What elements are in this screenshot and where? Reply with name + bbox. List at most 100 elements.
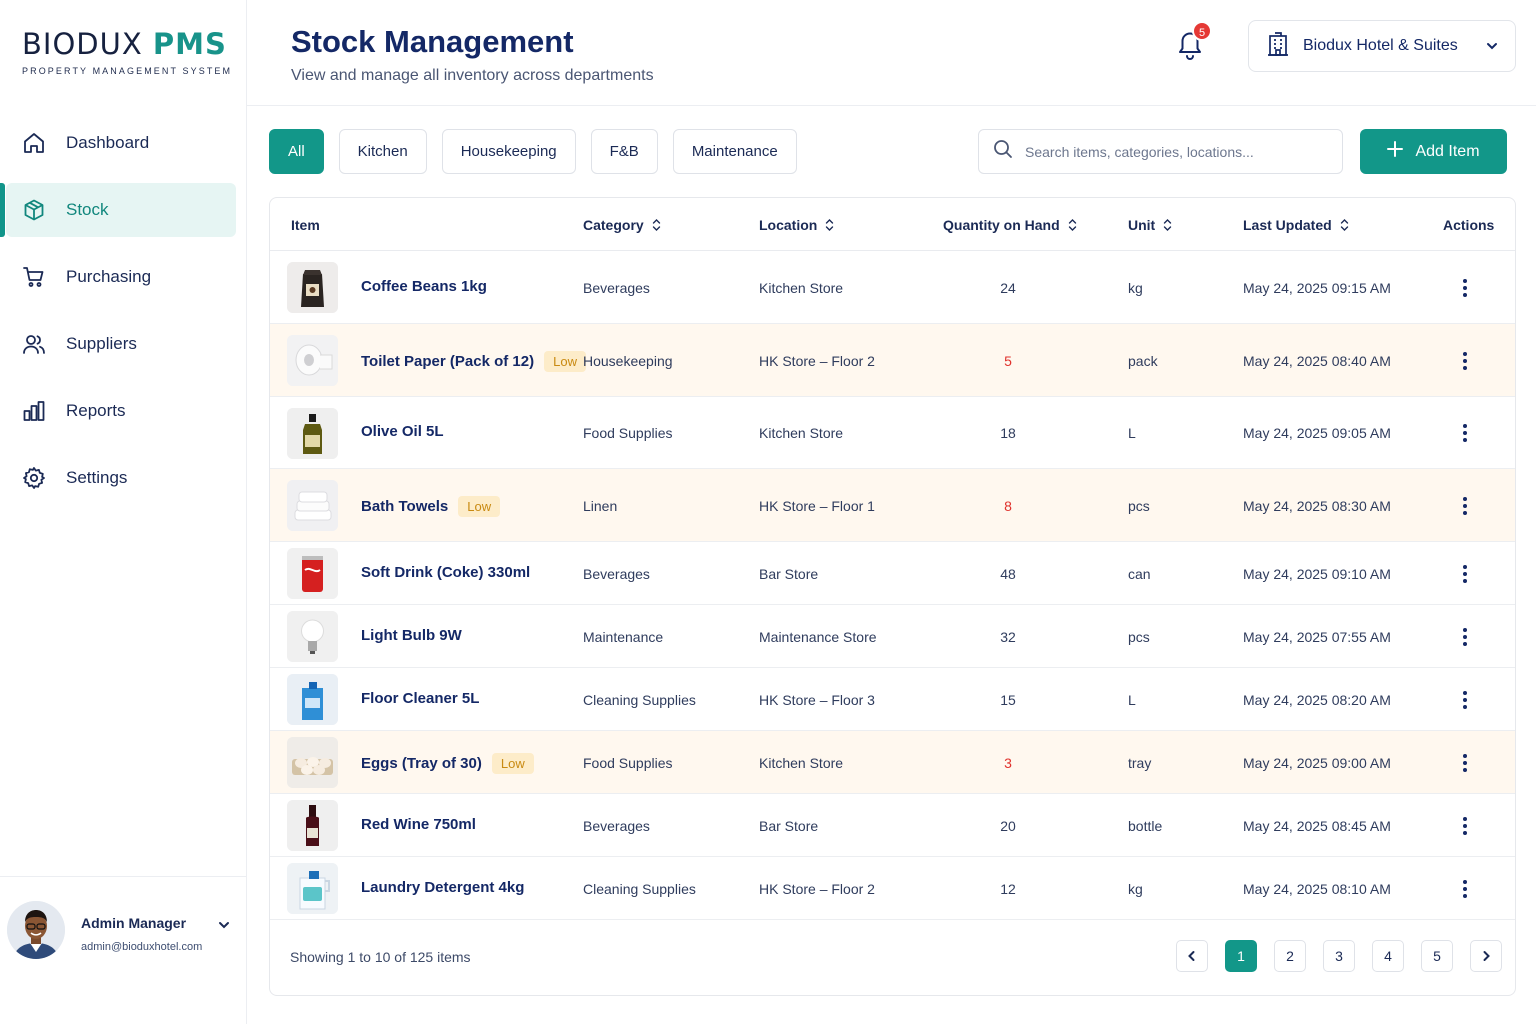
item-name-cell[interactable]: Toilet Paper (Pack of 12) Low — [361, 350, 586, 372]
col-actions: Actions — [1443, 217, 1495, 233]
more-actions-icon[interactable] — [1458, 423, 1472, 443]
pagination-summary: Showing 1 to 10 of 125 items — [290, 949, 471, 965]
user-email: admin@bioduxhotel.com — [81, 941, 203, 953]
filter-all[interactable]: All — [269, 129, 324, 174]
table-row[interactable]: Toilet Paper (Pack of 12) Low Housekeeping… — [270, 324, 1515, 397]
filter-fnb[interactable]: F&B — [590, 129, 658, 174]
filter-maintenance[interactable]: Maintenance — [672, 129, 797, 174]
col-unit[interactable]: Unit — [1128, 217, 1172, 233]
item-unit: pcs — [1128, 497, 1150, 514]
item-name-cell[interactable]: Floor Cleaner 5L — [361, 690, 479, 707]
page-button[interactable]: 2 — [1274, 940, 1306, 972]
item-name-cell[interactable]: Laundry Detergent 4kg — [361, 879, 524, 896]
sidebar-item-dashboard[interactable]: Dashboard — [6, 116, 236, 170]
more-actions-icon[interactable] — [1458, 627, 1472, 647]
item-name-cell[interactable]: Red Wine 750ml — [361, 816, 476, 833]
item-quantity: 48 — [1000, 565, 1016, 582]
more-actions-icon[interactable] — [1458, 278, 1472, 298]
item-thumbnail — [287, 407, 338, 459]
item-unit: L — [1128, 425, 1136, 441]
sidebar-item-suppliers[interactable]: Suppliers — [6, 317, 236, 371]
table-row[interactable]: Red Wine 750ml Beverages Bar Store 20 bottle… — [270, 794, 1515, 857]
brand-logo[interactable]: BIODUX PMS PROPERTY MANAGEMENT SYSTEM — [22, 28, 232, 76]
table-row[interactable]: Light Bulb 9W Maintenance Maintenance Stor… — [270, 605, 1515, 668]
item-category: Cleaning Supplies — [583, 880, 696, 897]
search-box[interactable] — [978, 129, 1343, 174]
item-last-updated: May 24, 2025 08:30 AM — [1243, 497, 1391, 514]
item-name: Toilet Paper (Pack of 12) — [361, 352, 535, 370]
item-location: Kitchen Store — [759, 754, 844, 771]
item-thumbnail — [287, 800, 338, 851]
sidebar-item-label: Dashboard — [66, 133, 150, 152]
item-name-cell[interactable]: Bath Towels Low — [361, 495, 501, 517]
cart-icon — [22, 265, 46, 289]
hotel-selector[interactable]: Biodux Hotel & Suites — [1248, 20, 1516, 72]
item-location: HK Store – Floor 2 — [759, 880, 875, 897]
add-item-button[interactable]: Add Item — [1360, 129, 1507, 174]
chevron-right-icon — [1483, 951, 1490, 961]
page-button[interactable]: 4 — [1372, 940, 1404, 972]
sidebar-item-purchasing[interactable]: Purchasing — [6, 250, 236, 304]
more-actions-icon[interactable] — [1458, 564, 1472, 584]
more-actions-icon[interactable] — [1458, 690, 1472, 710]
gear-icon — [22, 466, 46, 490]
page-button[interactable]: 1 — [1225, 940, 1257, 972]
chevron-down-icon[interactable] — [216, 917, 232, 933]
item-location: Maintenance Store — [759, 628, 877, 645]
item-category: Food Supplies — [583, 754, 673, 771]
search-icon — [993, 139, 1013, 164]
table-row[interactable]: Coffee Beans 1kg Beverages Kitchen Store 24… — [270, 251, 1515, 324]
table-row[interactable]: Bath Towels Low Linen HK Store – Floor 1 8 pc… — [270, 469, 1515, 542]
item-name: Bath Towels — [361, 497, 449, 515]
col-quantity[interactable]: Quantity on Hand — [943, 217, 1077, 233]
item-name: Coffee Beans 1kg — [361, 277, 487, 295]
table-row[interactable]: Floor Cleaner 5L Cleaning Supplies HK Stor… — [270, 668, 1515, 731]
item-thumbnail — [287, 611, 338, 662]
item-name-cell[interactable]: Coffee Beans 1kg — [361, 278, 487, 295]
item-name-cell[interactable]: Soft Drink (Coke) 330ml — [361, 564, 530, 581]
more-actions-icon[interactable] — [1458, 496, 1472, 516]
sort-icon — [652, 219, 660, 231]
filter-housekeeping[interactable]: Housekeeping — [441, 129, 576, 174]
table-row[interactable]: Laundry Detergent 4kg Cleaning Supplies HK… — [270, 857, 1515, 920]
col-last-updated[interactable]: Last Updated — [1243, 217, 1349, 233]
sidebar-item-reports[interactable]: Reports — [6, 384, 236, 438]
chevron-down-icon — [1485, 39, 1499, 58]
table-header: Item Category Location Quantity on Hand … — [270, 198, 1515, 251]
sidebar-item-settings[interactable]: Settings — [6, 451, 236, 505]
prev-page-button[interactable] — [1176, 940, 1208, 972]
more-actions-icon[interactable] — [1458, 816, 1472, 836]
add-item-label: Add Item — [1415, 142, 1480, 160]
next-page-button[interactable] — [1470, 940, 1502, 972]
search-input[interactable] — [1025, 143, 1325, 160]
bell-icon[interactable] — [1173, 26, 1207, 62]
item-name: Laundry Detergent 4kg — [361, 878, 525, 896]
col-location[interactable]: Location — [759, 217, 834, 233]
page-button[interactable]: 5 — [1421, 940, 1453, 972]
table-row[interactable]: Olive Oil 5L Food Supplies Kitchen Store 18… — [270, 397, 1515, 469]
item-name: Floor Cleaner 5L — [361, 689, 480, 707]
sidebar-item-stock[interactable]: Stock — [0, 183, 236, 237]
item-location: Kitchen Store — [759, 279, 844, 296]
avatar[interactable] — [7, 901, 65, 959]
sidebar-item-label: Suppliers — [66, 334, 137, 353]
item-name-cell[interactable]: Light Bulb 9W — [361, 627, 462, 644]
more-actions-icon[interactable] — [1458, 753, 1472, 773]
col-category[interactable]: Category — [583, 217, 661, 233]
item-quantity: 15 — [1000, 691, 1016, 708]
more-actions-icon[interactable] — [1458, 351, 1472, 371]
more-actions-icon[interactable] — [1458, 879, 1472, 899]
item-unit: tray — [1128, 754, 1152, 771]
notification-badge: 5 — [1192, 21, 1212, 41]
item-name-cell[interactable]: Olive Oil 5L — [361, 423, 444, 440]
sort-icon — [1340, 219, 1348, 231]
table-row[interactable]: Eggs (Tray of 30) Low Food Supplies Kitchen… — [270, 731, 1515, 794]
bar-chart-icon — [22, 399, 46, 423]
user-profile[interactable]: Admin Manager admin@bioduxhotel.com — [0, 876, 246, 1024]
item-category: Linen — [583, 497, 618, 514]
item-category: Maintenance — [583, 628, 664, 645]
table-row[interactable]: Soft Drink (Coke) 330ml Beverages Bar Stor… — [270, 542, 1515, 605]
item-name-cell[interactable]: Eggs (Tray of 30) Low — [361, 752, 534, 774]
page-button[interactable]: 3 — [1323, 940, 1355, 972]
filter-kitchen[interactable]: Kitchen — [338, 129, 427, 174]
